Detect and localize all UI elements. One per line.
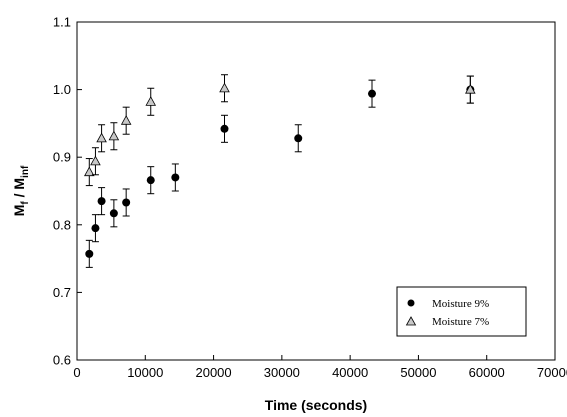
circle-marker	[85, 249, 94, 258]
data-point-series-0	[146, 166, 155, 195]
y-axis-title: Mf / Minf	[11, 165, 31, 216]
data-point-series-1	[96, 124, 107, 153]
y-tick-label: 0.6	[53, 353, 71, 368]
triangle-marker	[108, 130, 120, 141]
y-tick-label: 1.1	[53, 15, 71, 30]
x-tick-label: 20000	[195, 365, 231, 380]
x-tick-label: 0	[73, 365, 80, 380]
triangle-marker	[84, 166, 95, 177]
y-axis-title-main: M	[11, 205, 27, 217]
data-point-series-1	[120, 106, 132, 135]
legend-label-series-0: Moisture 9%	[432, 298, 489, 310]
y-tick-label: 0.9	[53, 150, 71, 165]
plot-frame	[76, 21, 556, 361]
data-point-series-0	[171, 163, 180, 192]
y-axis-title-sub1: f	[20, 201, 31, 205]
data-point-series-1	[219, 74, 230, 103]
triangle-marker	[465, 83, 476, 94]
legend: Moisture 9% Moisture 7%	[396, 286, 527, 337]
data-point-series-1	[90, 147, 101, 176]
triangle-marker	[96, 132, 107, 143]
x-axis-title: Time (seconds)	[265, 397, 367, 413]
data-point-series-1	[84, 158, 95, 187]
legend-label-series-1: Moisture 7%	[432, 316, 489, 328]
data-point-series-0	[97, 187, 106, 216]
x-tick-label: 40000	[332, 365, 368, 380]
circle-marker	[91, 224, 100, 233]
x-tick-label: 60000	[469, 365, 505, 380]
data-point-series-1	[145, 87, 157, 116]
y-tick-label: 0.7	[53, 285, 71, 300]
circle-marker	[171, 173, 180, 182]
data-point-series-1	[465, 75, 476, 104]
circle-marker	[367, 89, 376, 98]
circle-marker	[97, 197, 106, 206]
y-tick-label: 1.0	[53, 82, 71, 97]
circle-marker	[294, 134, 303, 143]
circle-marker	[220, 124, 229, 133]
data-point-series-0	[109, 199, 118, 228]
triangle-marker	[120, 115, 132, 125]
circle-marker	[146, 176, 155, 185]
data-point-series-0	[294, 124, 303, 153]
circle-marker	[109, 209, 118, 218]
data-point-series-0	[91, 214, 100, 243]
triangle-marker	[219, 82, 230, 93]
y-axis-title-sep: / M	[11, 178, 27, 201]
circle-marker	[122, 198, 131, 207]
data-point-series-0	[85, 239, 94, 268]
x-tick-label: 30000	[264, 365, 300, 380]
x-tick-label: 50000	[400, 365, 436, 380]
triangle-marker	[90, 155, 101, 166]
data-point-series-0	[367, 79, 376, 108]
y-axis-title-sub2: inf	[20, 165, 31, 178]
data-point-series-0	[220, 114, 229, 143]
data-point-series-1	[108, 122, 120, 151]
x-tick-label: 10000	[127, 365, 163, 380]
triangle-marker	[145, 96, 157, 106]
legend-marker-series-1	[405, 316, 417, 326]
data-layer	[84, 74, 476, 268]
y-tick-label: 0.8	[53, 217, 71, 232]
y-axis: 0.6 0.7 0.8 0.9 1.0 1.1	[53, 15, 82, 368]
data-point-series-0	[122, 188, 131, 217]
legend-marker-series-0	[407, 299, 415, 307]
legend-box	[396, 286, 527, 337]
